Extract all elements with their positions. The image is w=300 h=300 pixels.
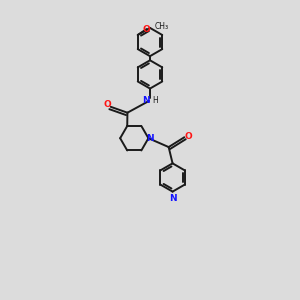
Text: CH₃: CH₃ (155, 22, 169, 31)
Text: N: N (142, 96, 150, 105)
Text: N: N (146, 134, 154, 143)
Text: O: O (143, 25, 151, 34)
Text: N: N (169, 194, 176, 203)
Text: H: H (152, 96, 158, 105)
Text: O: O (184, 132, 192, 141)
Text: O: O (103, 100, 111, 109)
